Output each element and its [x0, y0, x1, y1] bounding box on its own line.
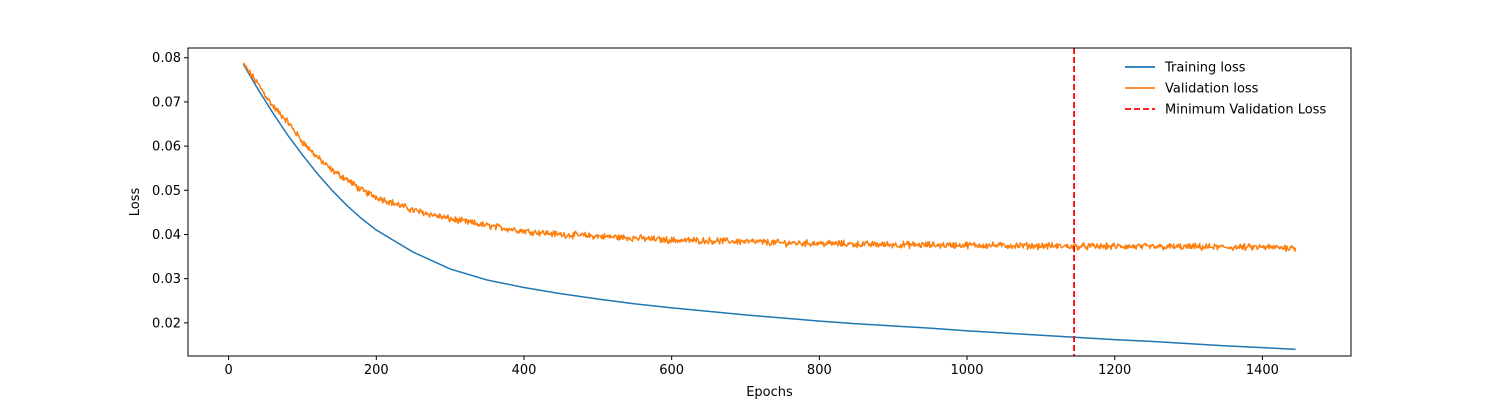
y-tick-label: 0.03: [152, 272, 181, 287]
series-layer: [242, 62, 1297, 351]
legend-label-training-loss: Training loss: [1164, 61, 1246, 76]
legend: Training loss Validation loss Minimum Va…: [1125, 61, 1326, 118]
x-tick-label: 1000: [950, 363, 983, 378]
series-line-training-loss: [242, 63, 1296, 351]
legend-label-minimum-validation-loss: Minimum Validation Loss: [1165, 103, 1326, 118]
x-tick-label: 200: [364, 363, 389, 378]
x-tick-label: 1200: [1098, 363, 1131, 378]
y-tick-label: 0.04: [152, 228, 181, 243]
x-tick-label: 0: [224, 363, 232, 378]
y-tick-label: 0.06: [152, 140, 181, 155]
plot-frame: [187, 47, 1352, 357]
x-tick-label: 400: [512, 363, 537, 378]
y-tick-label: 0.07: [152, 95, 181, 110]
y-axis-label: Loss: [128, 188, 143, 217]
legend-label-validation-loss: Validation loss: [1165, 82, 1259, 97]
plot-area: [187, 47, 1352, 357]
y-tick-label: 0.08: [152, 51, 181, 66]
x-axis-label: Epochs: [746, 385, 793, 400]
y-tick-label: 0.02: [152, 316, 181, 331]
x-axis: 0 200 400 600 800 1000 1200 1400: [224, 356, 1279, 378]
x-tick-label: 600: [659, 363, 684, 378]
series-line-validation-loss: [242, 62, 1297, 252]
y-axis: 0.02 0.03 0.04 0.05 0.06 0.07 0.08: [152, 51, 188, 331]
x-tick-label: 800: [807, 363, 832, 378]
x-tick-label: 1400: [1246, 363, 1279, 378]
y-tick-label: 0.05: [152, 184, 181, 199]
